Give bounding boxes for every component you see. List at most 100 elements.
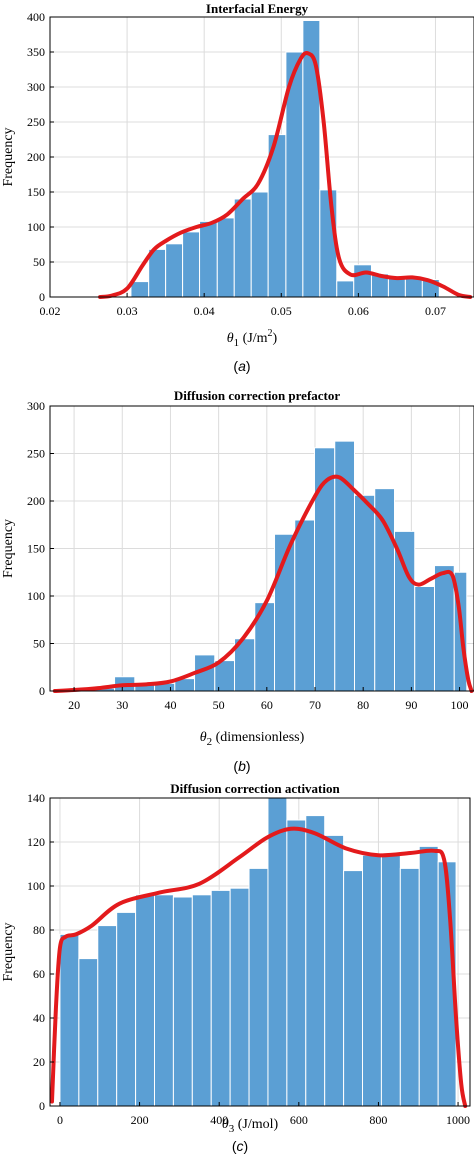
x-tick-label: 0.02 bbox=[40, 304, 61, 318]
x-tick-label: 90 bbox=[405, 698, 417, 712]
histogram-bar bbox=[78, 958, 99, 1107]
histogram-bar bbox=[294, 519, 316, 692]
chart-title: Diffusion correction activation bbox=[170, 781, 340, 796]
x-tick-label: 600 bbox=[290, 1113, 308, 1127]
x-tick-label: 40 bbox=[164, 698, 176, 712]
x-tick-label: 0.04 bbox=[194, 304, 215, 318]
y-tick-label: 400 bbox=[27, 10, 45, 24]
y-tick-label: 100 bbox=[27, 220, 45, 234]
histogram-bar bbox=[229, 887, 250, 1107]
y-tick-label: 0 bbox=[39, 1099, 45, 1113]
histogram-bar bbox=[394, 530, 416, 692]
histogram-bar bbox=[154, 894, 174, 1107]
y-tick-label: 200 bbox=[27, 150, 45, 164]
y-axis-label: Frequency bbox=[1, 922, 16, 981]
histogram-bar bbox=[302, 20, 321, 298]
figure-caption: (c) bbox=[232, 1138, 248, 1154]
histogram-bar bbox=[353, 264, 372, 298]
histogram-bar bbox=[286, 819, 307, 1107]
y-tick-label: 250 bbox=[27, 115, 45, 129]
y-tick-label: 150 bbox=[27, 185, 45, 199]
x-tick-label: 0.05 bbox=[271, 304, 292, 318]
x-tick-label: 400 bbox=[210, 1113, 228, 1127]
y-tick-label: 50 bbox=[33, 255, 45, 269]
y-tick-label: 100 bbox=[27, 879, 45, 893]
x-tick-label: 100 bbox=[451, 698, 469, 712]
histogram-bar bbox=[148, 248, 167, 298]
histogram-bar bbox=[59, 933, 80, 1107]
y-tick-label: 140 bbox=[27, 791, 45, 805]
histogram-bar bbox=[343, 870, 364, 1107]
chart-panel-3: 0 200 400 600 800 1000 0 20 40 60 80 100 120 140 Diffu… bbox=[1, 781, 471, 1154]
figure-caption: (a) bbox=[233, 358, 250, 374]
x-tick-label: 60 bbox=[261, 698, 273, 712]
histogram-bar bbox=[165, 243, 184, 298]
histogram-bar bbox=[414, 586, 435, 692]
x-tick-label: 50 bbox=[213, 698, 225, 712]
y-tick-label: 100 bbox=[27, 589, 45, 603]
y-tick-label: 300 bbox=[27, 80, 45, 94]
histogram-bar bbox=[216, 217, 235, 298]
x-tick-label: 0 bbox=[57, 1113, 63, 1127]
histogram-bar bbox=[267, 797, 288, 1107]
histogram-bar bbox=[248, 867, 269, 1107]
y-tick-label: 120 bbox=[27, 835, 45, 849]
density-curve bbox=[52, 474, 474, 693]
histogram-bar bbox=[305, 815, 326, 1107]
y-tick-label: 50 bbox=[33, 637, 45, 651]
x-axis-label: θ2 (dimensionless) bbox=[200, 730, 305, 748]
plot-frame bbox=[49, 797, 471, 1107]
x-axis-label: θ3 (J/mol) bbox=[222, 1117, 279, 1135]
histogram-bar bbox=[324, 834, 345, 1107]
x-tick-label: 20 bbox=[68, 698, 80, 712]
y-tick-label: 80 bbox=[33, 923, 45, 937]
histogram-bar bbox=[135, 894, 156, 1107]
y-tick-label: 250 bbox=[27, 447, 45, 461]
figure-caption: (b) bbox=[233, 758, 250, 774]
y-tick-label: 0 bbox=[39, 290, 45, 304]
histogram-bar bbox=[380, 854, 401, 1107]
chart-title: Interfacial Energy bbox=[206, 1, 309, 16]
density-curve bbox=[49, 826, 468, 1108]
histogram-bar bbox=[399, 867, 420, 1107]
x-tick-label: 1000 bbox=[446, 1113, 470, 1127]
y-tick-label: 200 bbox=[27, 494, 45, 508]
histogram-bar bbox=[362, 854, 382, 1107]
x-tick-label: 0.07 bbox=[425, 304, 446, 318]
x-tick-label: 200 bbox=[131, 1113, 149, 1127]
histogram-bar bbox=[336, 280, 355, 298]
y-tick-label: 40 bbox=[33, 1011, 45, 1025]
histogram-bar bbox=[116, 911, 137, 1107]
x-tick-label: 70 bbox=[309, 698, 321, 712]
histogram-bar bbox=[418, 845, 439, 1107]
y-axis-label: Frequency bbox=[1, 127, 16, 186]
histogram-bar bbox=[97, 925, 118, 1107]
x-tick-label: 800 bbox=[369, 1113, 387, 1127]
chart-panel-1: 0.02 0.03 0.04 0.05 0.06 0.07 0 50 100 150 200 250 3… bbox=[1, 1, 474, 374]
histogram-bar bbox=[182, 231, 201, 298]
y-tick-label: 0 bbox=[39, 684, 45, 698]
histogram-bar bbox=[374, 488, 395, 692]
histogram-bar bbox=[172, 896, 193, 1107]
histogram-bar bbox=[191, 894, 212, 1107]
x-tick-label: 80 bbox=[357, 698, 369, 712]
x-axis-label: θ1 (J/m2) bbox=[227, 328, 278, 349]
histogram-bar bbox=[387, 277, 406, 298]
x-tick-label: 0.03 bbox=[117, 304, 138, 318]
histogram-bar bbox=[199, 220, 218, 298]
chart-title: Diffusion correction prefactor bbox=[174, 388, 341, 403]
density-curve bbox=[98, 51, 473, 299]
histogram-bar bbox=[433, 565, 455, 692]
chart-panel-2: 20 30 40 50 60 70 80 90 100 0 50 100 150 200 250 300 Dif… bbox=[1, 388, 474, 774]
y-tick-label: 300 bbox=[27, 399, 45, 413]
histogram-bar bbox=[210, 889, 231, 1107]
x-tick-label: 0.06 bbox=[348, 304, 369, 318]
y-tick-label: 350 bbox=[27, 45, 45, 59]
y-axis-label: Frequency bbox=[1, 519, 16, 578]
histogram-bar bbox=[130, 281, 150, 298]
y-tick-label: 150 bbox=[27, 542, 45, 556]
histogram-bar bbox=[354, 494, 376, 692]
histogram-bar bbox=[250, 191, 269, 298]
y-tick-label: 20 bbox=[33, 1055, 45, 1069]
